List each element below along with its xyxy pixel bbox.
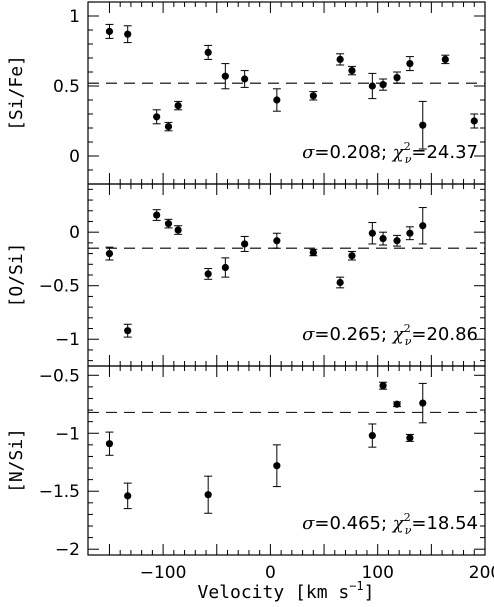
data-point [419, 222, 427, 230]
panel-frame [87, 365, 486, 556]
data-point [105, 27, 114, 35]
data-point [368, 82, 376, 90]
data-point [336, 55, 344, 64]
data-point [393, 237, 401, 245]
data-point [164, 123, 173, 131]
data-point [153, 113, 161, 121]
data-point [379, 81, 387, 89]
data-point [124, 327, 132, 335]
data-point [273, 96, 281, 104]
data-point [309, 92, 317, 100]
data-point [348, 252, 356, 260]
data-point [221, 72, 229, 80]
x-axis-label: Velocity [km s−1] [197, 579, 374, 603]
data-point [273, 462, 281, 470]
data-point [105, 249, 114, 258]
y-tick-label: −1 [55, 424, 80, 444]
data-point [393, 74, 401, 82]
data-point [406, 229, 414, 237]
data-point [348, 67, 356, 75]
y-tick-label: −1 [55, 330, 80, 350]
data-point [221, 263, 229, 272]
data-point [336, 278, 344, 287]
data-point [273, 237, 281, 245]
data-point [419, 121, 427, 129]
data-point [241, 75, 249, 83]
x-tick-label: 0 [265, 563, 276, 583]
y-axis-label: [N/Si] [6, 428, 27, 493]
x-tick-label: −100 [140, 563, 187, 583]
data-point [204, 491, 212, 499]
statistics-annotation: σ=0.208; χ2 ν=24.37 [302, 140, 478, 166]
data-point [124, 492, 132, 500]
data-point [379, 235, 387, 243]
data-point [204, 48, 212, 57]
y-axis-label: [O/Si] [6, 242, 27, 307]
data-point [406, 60, 414, 68]
y-tick-label: 0 [69, 147, 80, 167]
y-tick-label: 1 [69, 7, 80, 27]
data-point [124, 30, 132, 38]
data-point [441, 55, 449, 64]
statistics-annotation: σ=0.265; χ2 ν=20.86 [302, 322, 478, 348]
data-point [174, 226, 182, 234]
x-axis-label-superscript: −1 [349, 579, 363, 593]
data-point [368, 431, 376, 440]
y-tick-label: −2 [55, 540, 80, 560]
y-tick-label: 0.5 [53, 77, 80, 97]
data-point [406, 434, 414, 442]
panels-layer: 0 0.5 1 [Si/Fe] σ=0.208; χ2 ν=24.37 −1 −0.5 0 [O/… [6, 1, 494, 583]
data-point [309, 248, 317, 257]
data-point [241, 240, 249, 248]
data-point [174, 102, 182, 110]
data-point [204, 270, 212, 278]
x-tick-label: 200 [469, 563, 494, 583]
statistics-annotation: σ=0.465; χ2 ν=18.54 [302, 511, 478, 537]
data-point [419, 399, 427, 407]
y-axis-label: [Si/Fe] [6, 55, 27, 131]
data-point [368, 229, 376, 237]
y-tick-label: −0.5 [39, 277, 80, 297]
x-tick-label: 100 [361, 563, 393, 583]
y-tick-label: 0 [69, 223, 80, 243]
data-point [393, 400, 401, 408]
panel-2: −1 −0.5 0 [O/Si] σ=0.265; χ2 ν=20.86 [6, 183, 486, 367]
data-point [470, 117, 478, 125]
data-point [164, 220, 173, 228]
data-point [153, 211, 161, 219]
y-tick-label: −0.5 [39, 366, 80, 386]
panel-3: −2 −1.5 −1 −0.5 [N/Si] σ=0.465; χ2 ν=18.54 −100… [6, 365, 494, 583]
data-point [105, 440, 114, 448]
panel-1: 0 0.5 1 [Si/Fe] σ=0.208; χ2 ν=24.37 [6, 1, 486, 185]
y-tick-label: −1.5 [39, 482, 80, 502]
data-point [379, 382, 387, 390]
